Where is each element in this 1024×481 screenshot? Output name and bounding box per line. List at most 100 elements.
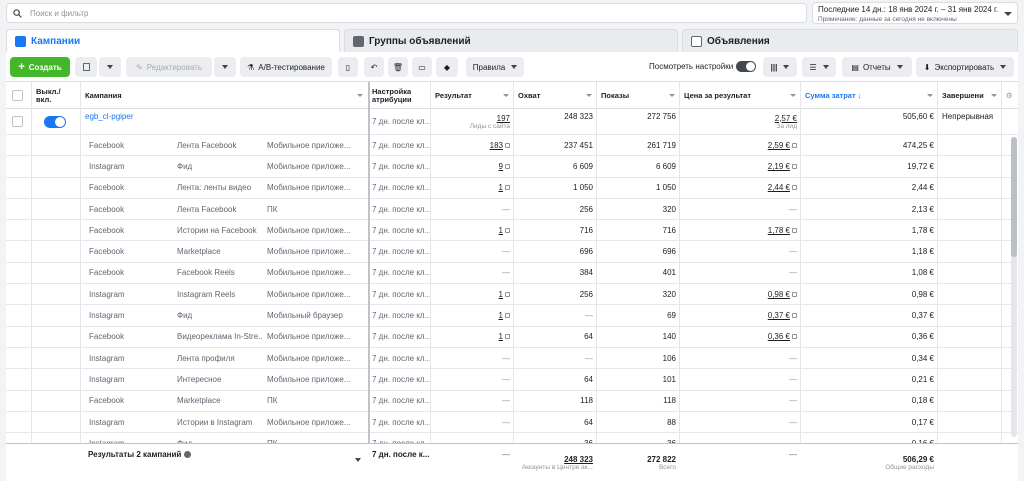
export-button[interactable]: ⬇ Экспортировать: [916, 57, 1014, 77]
row-reach-value: 64: [584, 417, 593, 427]
campaign-row[interactable]: egb_cl-pgiper 7 дн. после кл... 197 Лиды…: [6, 109, 1018, 135]
view-settings-toggle[interactable]: [736, 61, 756, 72]
row-platform: Facebook: [85, 263, 173, 283]
date-range-picker[interactable]: Последние 14 дн.: 18 янв 2024 г. – 31 ян…: [812, 2, 1018, 24]
table-row[interactable]: Instagram Интересное Мобильное приложе... 7…: [6, 369, 1018, 391]
table-footer: Результаты 2 кампаний 7 дн. после к... —…: [6, 443, 1018, 481]
row-cost-per-result-value: —: [789, 396, 797, 406]
col-header-impressions[interactable]: Показы: [597, 82, 680, 109]
reports-button[interactable]: ▤ Отчеты: [842, 57, 912, 77]
table-row[interactable]: Instagram Instagram Reels Мобильное прилож…: [6, 284, 1018, 306]
plus-icon: +: [18, 61, 25, 73]
table-row[interactable]: Instagram Лента профиля Мобильное приложе.…: [6, 348, 1018, 370]
edit-button[interactable]: ✎ Редактировать: [126, 57, 212, 77]
breakdown-icon[interactable]: [792, 163, 797, 169]
row-reach: 256: [514, 284, 597, 304]
row-cost-per-result-value[interactable]: 2,19 €: [767, 161, 790, 171]
row-result-value[interactable]: 1: [498, 311, 503, 321]
table-row[interactable]: Facebook Facebook Reels Мобильное приложе.…: [6, 263, 1018, 285]
row-result-value[interactable]: 1: [498, 332, 503, 342]
breakdown-icon[interactable]: [792, 185, 797, 191]
col-header-reach[interactable]: Охват: [514, 82, 597, 109]
col-header-cpr[interactable]: Цена за результат: [680, 82, 801, 109]
breakdown-icon[interactable]: [505, 163, 510, 169]
row-device-value: Мобильное приложе...: [267, 374, 351, 384]
footer-impressions-sub: Всего: [658, 463, 676, 471]
breakdown-button[interactable]: ☰: [802, 57, 836, 77]
tab-ads[interactable]: Объявления: [682, 29, 1018, 52]
row-cost-per-result-value[interactable]: 0,37 €: [767, 311, 790, 321]
undo-button[interactable]: ↶: [364, 57, 384, 77]
row-checkbox[interactable]: [12, 116, 23, 127]
row-cost-per-result-value[interactable]: 1,78 €: [767, 225, 790, 235]
col-header-campaign[interactable]: Кампания: [81, 82, 368, 109]
row-device-value: Мобильное приложе...: [267, 225, 351, 235]
tag-button[interactable]: ◆: [436, 57, 458, 77]
col-header-onoff[interactable]: Выкл./ вкл.: [36, 86, 61, 104]
breakdown-icon[interactable]: [505, 334, 510, 340]
search-input[interactable]: Поиск и фильтр: [6, 3, 807, 23]
delete-button[interactable]: 🗑: [388, 57, 408, 77]
gear-icon[interactable]: ⚙: [1006, 90, 1013, 100]
row-result-value[interactable]: 1: [498, 289, 503, 299]
table-row[interactable]: Instagram Истории в Instagram Мобильное пр…: [6, 412, 1018, 434]
breakdown-icon[interactable]: [792, 227, 797, 233]
row-cost-per-result-value[interactable]: 2,59 €: [767, 140, 790, 150]
footer-cpr: —: [789, 449, 797, 459]
table-row[interactable]: Facebook Лента Facebook ПК 7 дн. после кл..…: [6, 199, 1018, 221]
row-result-value[interactable]: 183: [489, 140, 503, 150]
duplicate-menu-button[interactable]: [99, 57, 121, 77]
row-cost-per-result-value[interactable]: 0,98 €: [767, 289, 790, 299]
breakdown-icon[interactable]: [505, 227, 510, 233]
row-amount-spent-value: 1,78 €: [911, 225, 934, 235]
edit-menu-button[interactable]: [214, 57, 236, 77]
archive-button[interactable]: ▯: [338, 57, 358, 77]
campaign-result-value[interactable]: 197: [496, 113, 510, 123]
breakdown-icon[interactable]: [505, 185, 510, 191]
scrollbar-thumb[interactable]: [1011, 137, 1017, 257]
row-attribution-value: 7 дн. после кл...: [372, 417, 430, 427]
row-result-value[interactable]: 9: [498, 161, 503, 171]
row-result-value[interactable]: 1: [498, 225, 503, 235]
preview-button[interactable]: ▭: [412, 57, 432, 77]
row-result-value[interactable]: 1: [498, 183, 503, 193]
breakdown-icon[interactable]: [792, 142, 797, 148]
breakdown-icon[interactable]: [505, 291, 510, 297]
tab-ad-sets[interactable]: Группы объявлений: [344, 29, 678, 52]
table-row[interactable]: Facebook Лента: ленты видео Мобильное прил…: [6, 178, 1018, 199]
table-row[interactable]: Facebook Marketplace Мобильное приложе... 7…: [6, 242, 1018, 263]
breakdown-icon[interactable]: [505, 142, 510, 148]
vertical-scrollbar[interactable]: [1011, 137, 1017, 437]
columns-button[interactable]: |||: [763, 57, 797, 77]
duplicate-button[interactable]: [75, 57, 97, 77]
col-header-result[interactable]: Результат: [431, 82, 514, 109]
chevron-down-icon: [511, 65, 518, 69]
select-all-checkbox[interactable]: [12, 90, 23, 101]
row-cost-per-result-value[interactable]: 0,36 €: [767, 332, 790, 342]
ab-test-button[interactable]: ⚗ A/B-тестирование: [240, 57, 332, 77]
table-row[interactable]: Facebook Marketplace ПК 7 дн. после кл... — 1…: [6, 391, 1018, 412]
tab-campaigns[interactable]: Кампании: [6, 29, 340, 52]
col-header-attribution[interactable]: Настройка атрибуции: [372, 86, 412, 104]
table-row[interactable]: Instagram Фид Мобильное приложе... 7 дн. по…: [6, 156, 1018, 178]
campaign-toggle[interactable]: [44, 116, 66, 128]
breakdown-icon[interactable]: [505, 313, 510, 319]
row-cost-per-result-value[interactable]: 2,44 €: [767, 183, 790, 193]
grid-line: [368, 82, 370, 481]
campaign-cpr-value[interactable]: 2,57 €: [774, 113, 797, 123]
row-reach-value: 1 050: [572, 183, 593, 193]
breakdown-icon[interactable]: [792, 334, 797, 340]
col-header-spent[interactable]: Сумма затрат ↓: [801, 82, 938, 109]
campaign-name[interactable]: egb_cl-pgiper: [85, 112, 134, 121]
chevron-down-icon[interactable]: [355, 458, 361, 462]
table-row[interactable]: Facebook Истории на Facebook Мобильное при…: [6, 220, 1018, 242]
breakdown-icon[interactable]: [792, 313, 797, 319]
rules-button[interactable]: Правила: [466, 57, 524, 77]
col-header-ends[interactable]: Завершени: [938, 82, 1002, 109]
table-row[interactable]: Facebook Видеореклама In-Stre... Мобильное…: [6, 327, 1018, 348]
create-button[interactable]: + Создать: [10, 57, 70, 77]
table-row[interactable]: Instagram Фид Мобильный браузер 7 дн. после…: [6, 305, 1018, 327]
row-result: —: [431, 263, 514, 283]
table-row[interactable]: Facebook Лента Facebook Мобильное приложе.…: [6, 135, 1018, 157]
breakdown-icon[interactable]: [792, 291, 797, 297]
